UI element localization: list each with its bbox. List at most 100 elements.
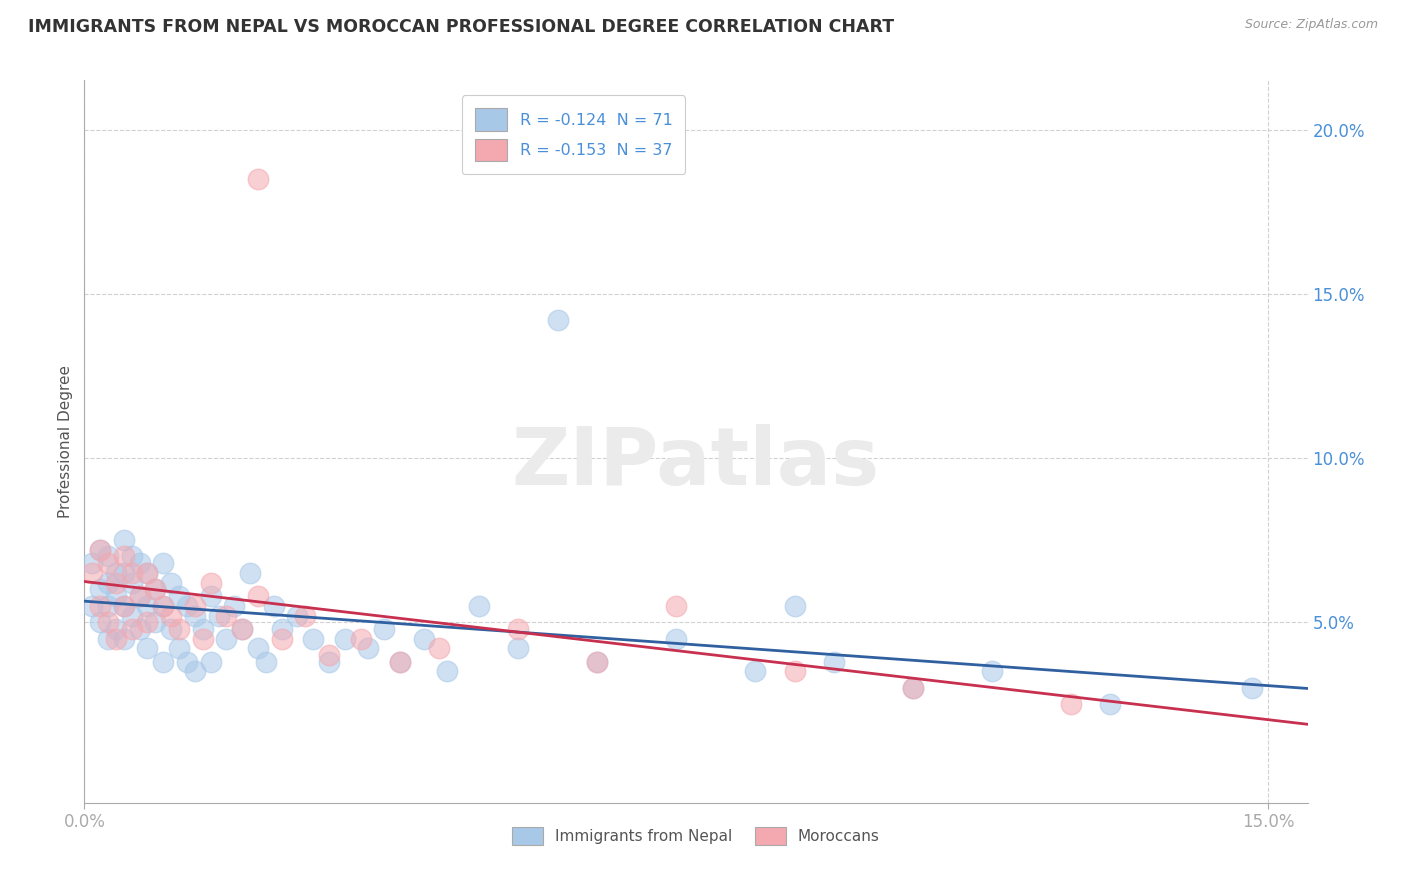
Point — [112, 566, 135, 580]
Point — [112, 599, 135, 613]
Legend: Immigrants from Nepal, Moroccans: Immigrants from Nepal, Moroccans — [505, 819, 887, 853]
Point — [128, 589, 150, 603]
Point — [191, 632, 214, 646]
Point — [270, 632, 292, 646]
Point — [121, 575, 143, 590]
Point — [104, 566, 127, 580]
Point — [333, 632, 356, 646]
Point — [121, 608, 143, 623]
Point — [389, 655, 412, 669]
Point — [783, 599, 806, 613]
Point — [783, 665, 806, 679]
Point — [136, 566, 159, 580]
Point — [246, 589, 269, 603]
Point — [215, 632, 238, 646]
Point — [586, 655, 609, 669]
Point — [980, 665, 1002, 679]
Point — [254, 655, 277, 669]
Point — [104, 575, 127, 590]
Point — [152, 599, 174, 613]
Point — [128, 622, 150, 636]
Point — [121, 566, 143, 580]
Point — [97, 556, 120, 570]
Y-axis label: Professional Degree: Professional Degree — [58, 365, 73, 518]
Point — [191, 622, 214, 636]
Point — [128, 556, 150, 570]
Point — [184, 608, 207, 623]
Point — [744, 665, 766, 679]
Point — [89, 615, 111, 630]
Point — [167, 641, 190, 656]
Point — [1241, 681, 1264, 695]
Point — [145, 615, 167, 630]
Point — [508, 641, 530, 656]
Point — [200, 589, 222, 603]
Point — [97, 549, 120, 564]
Point — [508, 622, 530, 636]
Point — [145, 582, 167, 597]
Text: Source: ZipAtlas.com: Source: ZipAtlas.com — [1244, 18, 1378, 31]
Point — [1099, 698, 1122, 712]
Point — [586, 655, 609, 669]
Point — [89, 542, 111, 557]
Point — [121, 622, 143, 636]
Point — [270, 622, 292, 636]
Point — [200, 655, 222, 669]
Point — [82, 566, 104, 580]
Point — [160, 575, 183, 590]
Point — [176, 655, 198, 669]
Point — [239, 566, 262, 580]
Point — [89, 582, 111, 597]
Point — [302, 632, 325, 646]
Point — [200, 575, 222, 590]
Point — [136, 641, 159, 656]
Point — [357, 641, 380, 656]
Point — [136, 599, 159, 613]
Point — [112, 549, 135, 564]
Point — [184, 665, 207, 679]
Point — [349, 632, 371, 646]
Point — [112, 599, 135, 613]
Point — [263, 599, 285, 613]
Point — [287, 608, 309, 623]
Point — [112, 533, 135, 547]
Point — [1060, 698, 1083, 712]
Point — [167, 589, 190, 603]
Point — [224, 599, 246, 613]
Point — [823, 655, 845, 669]
Point — [97, 575, 120, 590]
Point — [112, 632, 135, 646]
Point — [176, 599, 198, 613]
Point — [318, 655, 340, 669]
Point — [82, 599, 104, 613]
Point — [104, 622, 127, 636]
Point — [160, 608, 183, 623]
Point — [207, 608, 229, 623]
Point — [294, 608, 316, 623]
Point — [665, 632, 688, 646]
Point — [373, 622, 395, 636]
Point — [89, 542, 111, 557]
Point — [412, 632, 434, 646]
Point — [89, 599, 111, 613]
Point — [901, 681, 924, 695]
Point — [429, 641, 451, 656]
Point — [231, 622, 253, 636]
Point — [104, 632, 127, 646]
Point — [97, 599, 120, 613]
Point — [152, 599, 174, 613]
Point — [145, 582, 167, 597]
Point — [152, 556, 174, 570]
Point — [231, 622, 253, 636]
Point — [665, 599, 688, 613]
Point — [160, 622, 183, 636]
Point — [121, 549, 143, 564]
Point — [901, 681, 924, 695]
Point — [82, 556, 104, 570]
Point — [246, 641, 269, 656]
Point — [136, 566, 159, 580]
Text: ZIPatlas: ZIPatlas — [512, 425, 880, 502]
Point — [389, 655, 412, 669]
Point — [215, 608, 238, 623]
Point — [436, 665, 458, 679]
